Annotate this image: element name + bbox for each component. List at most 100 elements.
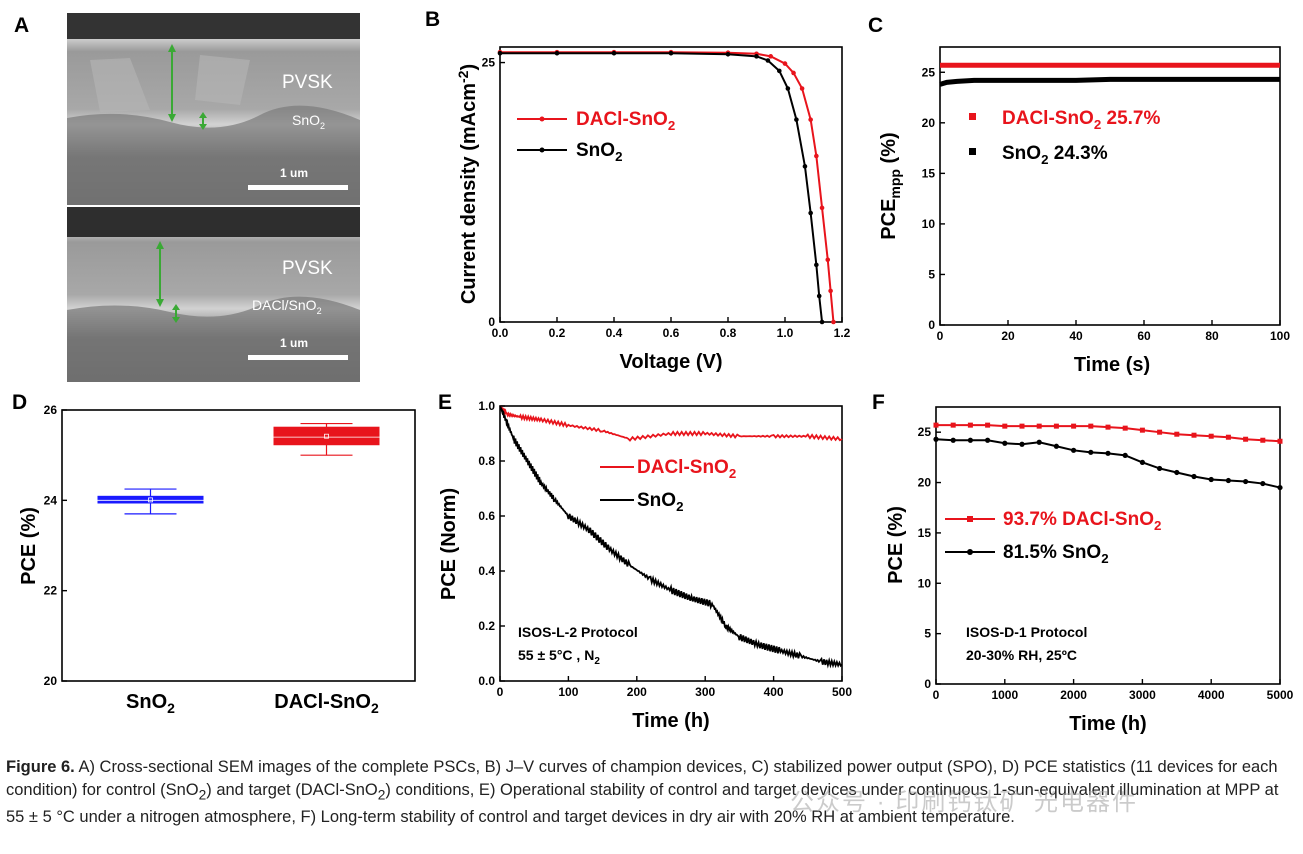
- caption-sub-2: 2: [377, 787, 386, 803]
- plot-frame-c: [939, 46, 1281, 326]
- stability-point-f-0: [950, 422, 956, 428]
- stability-series-e-1: [499, 405, 843, 669]
- sem-label-dacl-bottom: DACl/SnO2: [252, 297, 322, 316]
- x-tick-label-b: 0.0: [492, 326, 509, 340]
- y-tick-label-f: 20: [918, 476, 932, 490]
- stability-point-f-1: [1157, 465, 1163, 472]
- sem-label-sno2-top: SnO2: [292, 112, 325, 131]
- jv-series-1-point: [611, 50, 617, 56]
- y-tick-label-d: 20: [44, 674, 58, 688]
- y-tick-label-f: 0: [924, 677, 931, 691]
- figure-canvas: A PVSK SnO2 1 um PVSK: [12, 8, 1294, 735]
- scale-bar-label-top: 1 um: [280, 166, 308, 180]
- category-label-d-0: SnO2: [126, 691, 175, 716]
- stability-point-f-0: [1002, 423, 1008, 429]
- jv-series-1-point: [497, 50, 503, 56]
- figure-caption: Figure 6. A) Cross-sectional SEM images …: [6, 756, 1298, 829]
- legend-marker-b-0: [539, 116, 545, 122]
- jv-series-1-point: [816, 293, 822, 299]
- y-tick-label-f: 25: [918, 425, 932, 439]
- jv-series-0-point: [782, 61, 788, 66]
- stability-point-f-0: [1019, 423, 1025, 429]
- plot-frame-e: [499, 405, 843, 682]
- jv-series-0-point: [828, 288, 833, 294]
- note-f-conditions: 20-30% RH, 25ºC: [966, 647, 1077, 663]
- scale-bar-bottom: [248, 355, 348, 360]
- stability-point-f-0: [933, 422, 939, 428]
- panel-label-b: B: [425, 8, 440, 31]
- jv-series-1-point: [765, 58, 771, 63]
- x-tick-label-b: 0.6: [663, 326, 680, 340]
- legend-marker-c-0: [969, 113, 976, 120]
- caption-label: Figure 6.: [6, 758, 75, 776]
- stability-point-f-0: [1225, 434, 1231, 440]
- stability-point-f-1: [1208, 476, 1214, 483]
- y-tick-label-d: 26: [44, 403, 58, 417]
- y-tick-label-c: 20: [922, 116, 936, 130]
- stability-point-f-1: [950, 437, 956, 443]
- jv-series-1-point: [819, 319, 825, 325]
- jv-series-0-point: [819, 205, 825, 211]
- caption-sub-1: 2: [198, 787, 207, 803]
- stability-point-f-1: [1071, 447, 1077, 453]
- x-tick-label-b: 0.4: [606, 326, 623, 340]
- stability-point-f-1: [1122, 452, 1128, 458]
- stability-point-f-0: [1122, 425, 1128, 431]
- stability-point-f-1: [1139, 459, 1145, 465]
- scale-bar-label-bottom: 1 um: [280, 336, 308, 350]
- legend-marker-c-1: [969, 148, 976, 155]
- sem-image-top: PVSK SnO2 1 um: [67, 13, 360, 205]
- x-tick-label-f: 2000: [1060, 688, 1087, 702]
- caption-text-2: ) and target (DACl-SnO: [206, 781, 378, 799]
- stability-point-f-1: [1002, 440, 1008, 446]
- x-tick-label-b: 0.8: [720, 326, 737, 340]
- category-label-d-1: DACl-SnO2: [274, 691, 379, 716]
- y-tick-label-e: 1.0: [478, 399, 495, 413]
- x-tick-label-f: 1000: [991, 688, 1018, 702]
- legend-label-c-1: SnO2 24.3%: [1002, 143, 1108, 167]
- jv-series-0-point: [831, 319, 836, 325]
- y-tick-label-c: 5: [928, 267, 935, 281]
- x-tick-label-c: 100: [1270, 329, 1290, 343]
- note-e-conditions: 55 ± 5°C , N2: [518, 647, 600, 667]
- x-tick-label-c: 20: [1001, 329, 1015, 343]
- y-tick-label-c: 25: [922, 65, 936, 79]
- jv-series-1-point: [794, 117, 799, 122]
- y-axis-label-e: PCE (Norm): [438, 488, 460, 600]
- y-axis-label-d: PCE (%): [18, 507, 40, 585]
- x-tick-label-f: 0: [933, 688, 940, 702]
- caption-text-3: ) conditions, E) Operational stability o…: [6, 781, 1279, 827]
- chart-f-long-term-stability: 0 1000 2000 3000 4000 5000 0 5 10 15 20 25 Time (h) P…: [885, 406, 1294, 735]
- stability-point-f-0: [1260, 437, 1266, 443]
- x-tick-label-f: 3000: [1129, 688, 1156, 702]
- chart-d-pce-statistics: 20 22 24 26 SnO2 DACl-SnO2 PCE (%): [18, 403, 416, 716]
- stability-point-f-1: [1053, 443, 1059, 449]
- stability-point-f-1: [1036, 439, 1042, 445]
- stability-point-f-1: [1105, 450, 1111, 456]
- y-tick-label-e: 0.2: [478, 619, 495, 633]
- stability-point-f-1: [1174, 469, 1180, 476]
- stability-point-f-1: [967, 437, 974, 443]
- chart-b-jv-curves: 0.0 0.2 0.4 0.6 0.8 1.0 1.2 0 25 Voltage (V) Curre…: [455, 46, 851, 373]
- jv-series-0-point: [825, 257, 831, 263]
- y-tick-label-b: 25: [482, 56, 496, 70]
- jv-series-1-point: [802, 164, 808, 169]
- x-tick-label-e: 100: [558, 685, 578, 699]
- x-tick-label-f: 4000: [1198, 688, 1225, 702]
- legend-label-c-0: DACl-SnO2 25.7%: [1002, 108, 1160, 132]
- jv-series-0-point: [768, 54, 774, 59]
- note-f-protocol: ISOS-D-1 Protocol: [966, 624, 1087, 640]
- stability-point-f-0: [1191, 432, 1197, 438]
- plot-frame-b: [499, 46, 843, 323]
- panel-label-e: E: [438, 391, 452, 414]
- stability-point-f-1: [1260, 480, 1266, 487]
- y-tick-label-f: 15: [918, 526, 932, 540]
- legend-label-b-0: DACl-SnO2: [576, 109, 675, 133]
- stability-point-f-1: [1243, 478, 1249, 485]
- stability-point-f-0: [1053, 423, 1059, 429]
- stability-point-f-0: [1243, 436, 1249, 442]
- box-body-0: [97, 495, 204, 504]
- panel-label-a: A: [14, 14, 29, 37]
- stability-point-f-0: [1208, 433, 1214, 439]
- jv-series-1-point: [785, 86, 791, 91]
